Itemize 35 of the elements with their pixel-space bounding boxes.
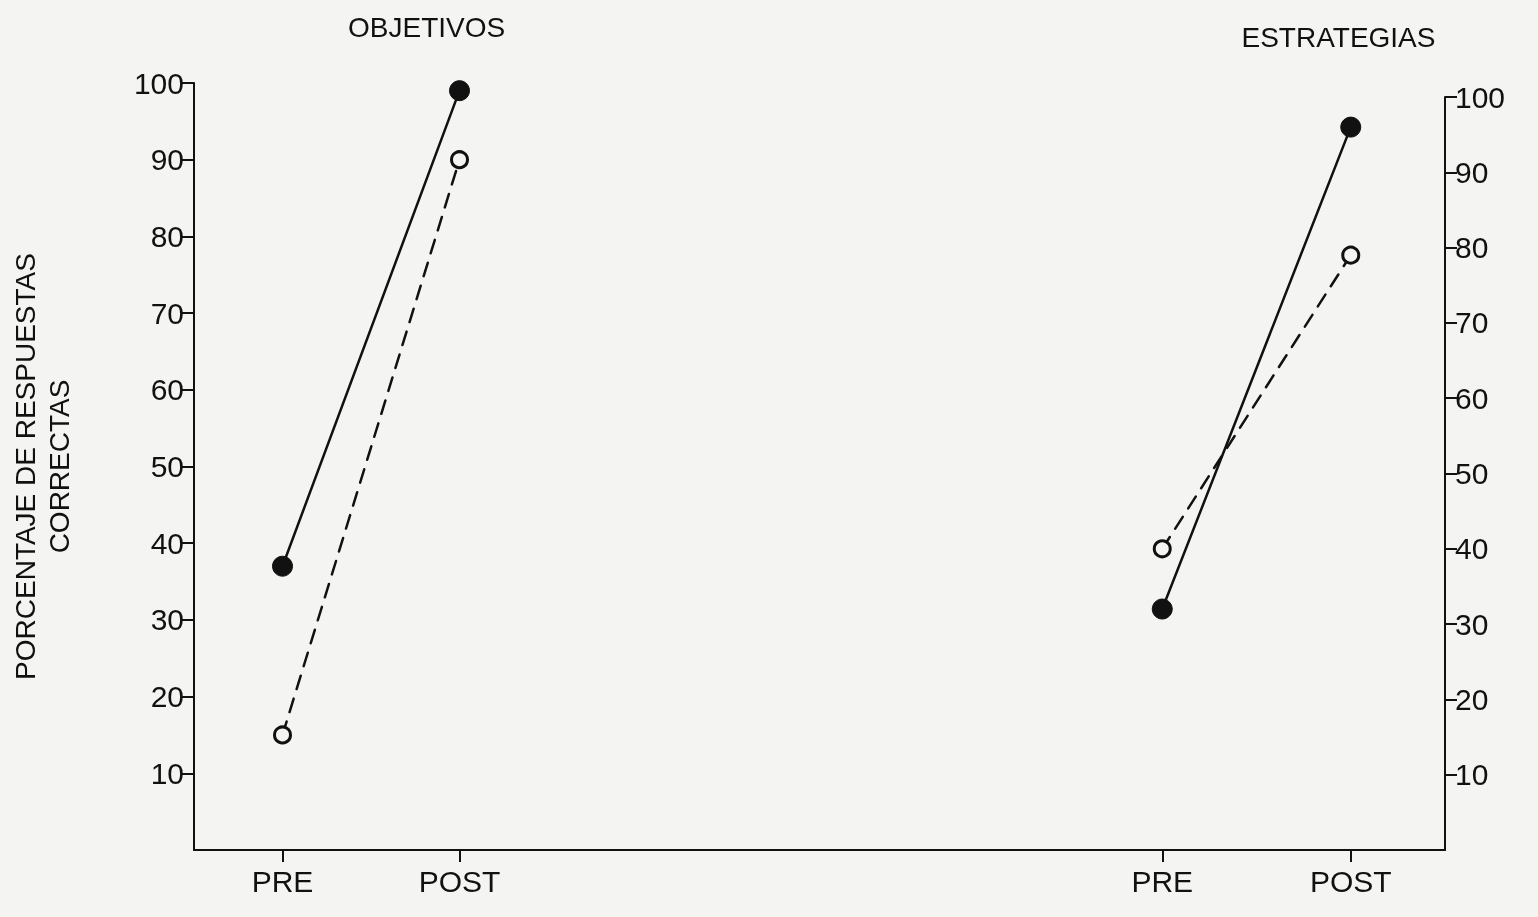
point xyxy=(272,555,293,577)
x-tick-label: POST xyxy=(1309,864,1392,898)
y-tick-label: 10 xyxy=(150,756,184,790)
x-tick-label: PRE xyxy=(1131,864,1194,898)
point xyxy=(1340,116,1362,138)
point xyxy=(1151,598,1173,620)
y-tick-label: 90 xyxy=(150,143,184,177)
point xyxy=(1341,245,1361,265)
y-axis-title: PORCENTAJE DE RESPUESTAS CORRECTAS xyxy=(9,253,75,680)
y-tick-label: 40 xyxy=(150,526,184,560)
x-tick-label: PRE xyxy=(251,864,314,898)
x-tick-label: POST xyxy=(418,864,501,898)
point xyxy=(273,725,292,745)
y-tick-label: 50 xyxy=(150,450,184,483)
y-tick-label: 80 xyxy=(150,219,184,253)
y-tick-label: 70 xyxy=(150,296,184,330)
point xyxy=(1152,539,1172,559)
chart-title: OBJETIVOS xyxy=(348,11,506,43)
chart-title: ESTRATEGIAS xyxy=(1241,21,1436,53)
y-tick-label: 20 xyxy=(1455,682,1489,716)
y-tick-label: 100 xyxy=(133,66,184,100)
y-tick-label: 20 xyxy=(150,680,184,714)
point xyxy=(449,80,470,102)
y-tick-label: 70 xyxy=(1455,306,1489,340)
y-tick-label: 30 xyxy=(1455,607,1489,641)
y-tick-label: 40 xyxy=(1455,532,1489,566)
y-tick-label: 100 xyxy=(1455,80,1506,114)
y-tick-label: 60 xyxy=(1455,381,1489,415)
point xyxy=(450,150,469,170)
y-tick-label: 30 xyxy=(150,603,184,637)
y-tick-label: 10 xyxy=(1455,758,1489,792)
y-tick-label: 80 xyxy=(1455,231,1489,265)
y-tick-label: 90 xyxy=(1455,155,1489,189)
y-tick-label: 60 xyxy=(150,373,184,407)
y-tick-label: 50 xyxy=(1455,457,1489,490)
